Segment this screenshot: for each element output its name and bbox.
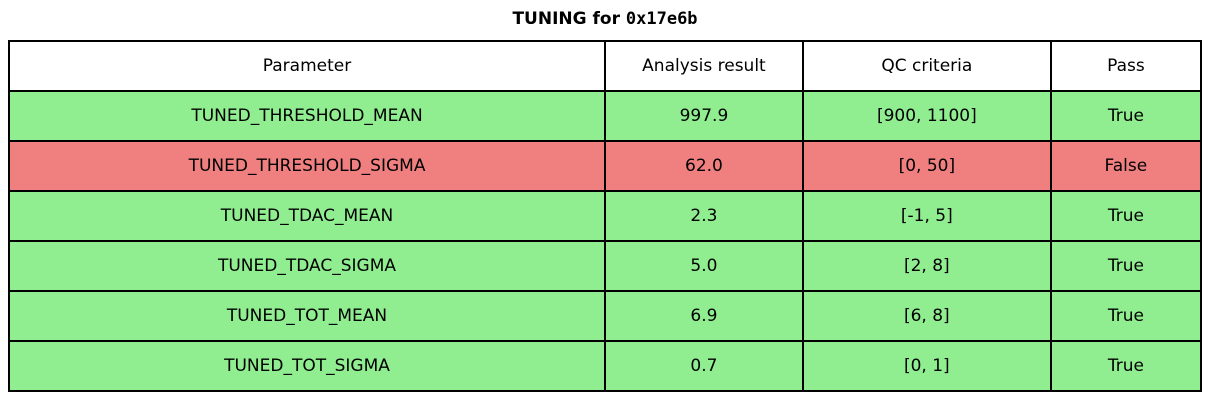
table-row: TUNED_TOT_SIGMA 0.7 [0, 1] True: [7, 340, 1203, 392]
cell-parameter: TUNED_TOT_MEAN: [7, 290, 607, 342]
table-row: TUNED_TDAC_SIGMA 5.0 [2, 8] True: [7, 240, 1203, 292]
cell-parameter: TUNED_TDAC_SIGMA: [7, 240, 607, 292]
col-header-qc-criteria: QC criteria: [801, 40, 1052, 92]
cell-criteria: [0, 1]: [801, 340, 1052, 392]
col-header-analysis-result: Analysis result: [604, 40, 804, 92]
cell-parameter: TUNED_TOT_SIGMA: [7, 340, 607, 392]
col-header-parameter: Parameter: [7, 40, 607, 92]
page-title: TUNING for 0x17e6b: [0, 6, 1210, 32]
cell-pass: True: [1049, 90, 1203, 142]
cell-parameter: TUNED_THRESHOLD_SIGMA: [7, 140, 607, 192]
col-header-pass: Pass: [1049, 40, 1203, 92]
cell-pass: True: [1049, 240, 1203, 292]
cell-criteria: [6, 8]: [801, 290, 1052, 342]
table-body: TUNED_THRESHOLD_MEAN 997.9 [900, 1100] True…: [7, 90, 1203, 392]
cell-criteria: [900, 1100]: [801, 90, 1052, 142]
cell-parameter: TUNED_TDAC_MEAN: [7, 190, 607, 242]
title-chip-id: 0x17e6b: [625, 9, 698, 29]
cell-result: 2.3: [604, 190, 804, 242]
table-row: TUNED_THRESHOLD_MEAN 997.9 [900, 1100] True: [7, 90, 1203, 142]
cell-result: 6.9: [604, 290, 804, 342]
cell-criteria: [-1, 5]: [801, 190, 1052, 242]
table-header: Parameter Analysis result QC criteria Pa…: [7, 40, 1203, 92]
cell-pass: True: [1049, 290, 1203, 342]
cell-result: 0.7: [604, 340, 804, 392]
cell-result: 5.0: [604, 240, 804, 292]
cell-parameter: TUNED_THRESHOLD_MEAN: [7, 90, 607, 142]
cell-result: 62.0: [604, 140, 804, 192]
cell-criteria: [2, 8]: [801, 240, 1052, 292]
cell-pass: False: [1049, 140, 1203, 192]
header-row: Parameter Analysis result QC criteria Pa…: [7, 40, 1203, 92]
table-row: TUNED_TDAC_MEAN 2.3 [-1, 5] True: [7, 190, 1203, 242]
cell-result: 997.9: [604, 90, 804, 142]
cell-pass: True: [1049, 190, 1203, 242]
qc-results-table: Parameter Analysis result QC criteria Pa…: [7, 40, 1203, 392]
title-prefix: TUNING for: [512, 9, 626, 29]
table-row: TUNED_TOT_MEAN 6.9 [6, 8] True: [7, 290, 1203, 342]
table-row: TUNED_THRESHOLD_SIGMA 62.0 [0, 50] False: [7, 140, 1203, 192]
cell-pass: True: [1049, 340, 1203, 392]
cell-criteria: [0, 50]: [801, 140, 1052, 192]
